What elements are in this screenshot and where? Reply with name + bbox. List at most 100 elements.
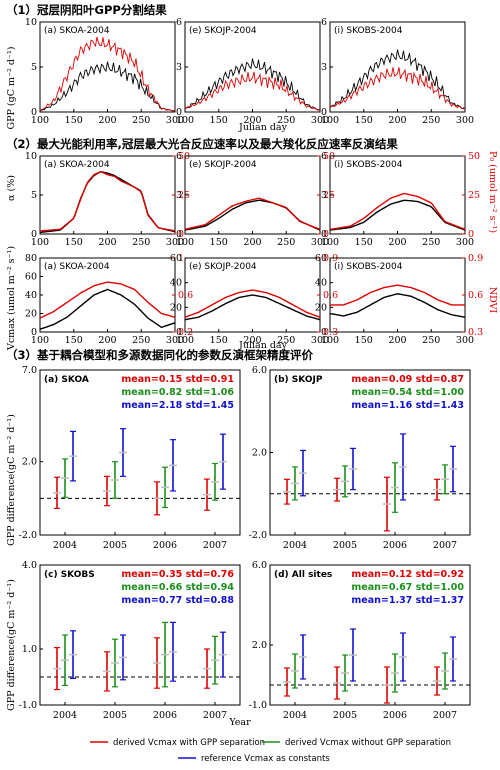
y-tick-label: 40 [25,290,37,301]
x-tick-label: 100 [31,335,49,346]
x-tick-label: 2007 [203,710,227,721]
section-1-header: （1）冠层阴阳叶GPP分割结果 [6,3,167,17]
panel-label: (e) SKOJP-2004 [189,160,257,170]
y-tick-label: 80 [25,253,37,264]
y-tick-label: 0 [31,229,37,240]
x-tick-label: 150 [355,237,373,248]
y-tick-label: 0 [31,107,37,118]
y-tick-label: 0 [176,107,182,118]
row1-ylabel: GPP (gC m⁻² d⁻¹) [6,47,17,130]
err-xlabel: Year [228,717,251,728]
x-tick-label: 250 [422,237,440,248]
legend-derived-with: derived Vcmax with GPP separation [113,738,265,748]
x-tick-label: 250 [132,115,150,126]
err-ylabel-top: GPP difference(gC m⁻² d⁻¹) [6,414,17,546]
panel-frame [269,564,471,706]
panel-label: (a) SKOA [44,375,89,385]
x-tick-label: 250 [132,335,150,346]
series-black-line [329,49,466,110]
x-tick-label: 100 [176,237,194,248]
x-tick-label: 150 [65,237,83,248]
x-tick-label: 100 [176,115,194,126]
y-right-tick-label: 0 [468,229,474,240]
x-tick-label: 2004 [283,710,307,721]
x-tick-label: 300 [311,115,329,126]
y-tick-label: 3 [176,62,182,73]
legend-reference: reference Vcmax as constants [201,754,330,764]
y-right-tick-label: 0.9 [468,253,483,264]
y-tick-label: 60 [25,272,37,283]
x-tick-label: 2007 [203,540,227,551]
x-tick-label: 2006 [383,710,407,721]
panel-label: (i) SKOBS-2004 [334,26,403,36]
stat-text: mean=0.15 std=0.91 [121,374,234,385]
y-tick-label: 20 [315,302,327,313]
errorbar-panel-2: (c) SKOBS -1.0 1.0 4.0 mean=0.35 std=0.76 mea… [19,560,241,721]
y-tick-label: 6 [321,151,327,162]
series-black-line [39,61,176,112]
y-tick-label: 7.0 [22,365,37,376]
y-tick-label: 0 [176,327,182,338]
x-tick-label: 300 [311,335,329,346]
series-black-line [184,294,321,321]
stat-text: mean=0.66 std=0.94 [121,582,234,593]
legend-derived-without: derived Vcmax without GPP separation [285,738,451,748]
x-tick-label: 2004 [53,710,77,721]
errorbar-panel-0: (a) SKOA -2.0 2.0 7.0 mean=0.15 std=0.91 mean… [19,365,241,551]
x-tick-label: 2005 [103,710,127,721]
row1-panel-2: (i) SKOBS-2004 100 150 200 250 300 0 3 6 [321,17,474,126]
y-tick-label: 6.0 [252,365,267,376]
y-tick-label: 5 [31,62,37,73]
x-tick-label: 300 [166,335,184,346]
stat-text: mean=0.82 std=1.06 [121,387,234,398]
legend: derived Vcmax with GPP separation derive… [90,738,451,764]
section-2-header: （2）最大光能利用率,冠层最大光合反应速率以及最大羧化反应速率反演结果 [6,137,398,151]
y-tick-label: 2.0 [22,457,37,468]
row1-xlabel: Julian day [238,122,288,133]
stat-text: mean=0.09 std=0.87 [351,374,464,385]
y-tick-label: 0 [321,229,327,240]
y-right-tick-label: 0 [323,229,329,240]
y-tick-label: 1.0 [22,644,37,655]
panel-label: (a) SKOA-2004 [44,160,110,170]
panel-label: (d) All sites [274,570,332,580]
x-tick-label: 200 [388,115,406,126]
x-tick-label: 100 [321,335,339,346]
y-tick-label: 4.0 [22,560,37,571]
y-tick-label: 6 [321,17,327,28]
row2-ylabel-right: P₀ (umol m⁻² s⁻¹) [487,151,498,233]
y-right-tick-label: 25 [323,190,335,201]
series-black-line [329,293,466,318]
x-tick-label: 300 [166,237,184,248]
y-tick-label: 5 [31,190,37,201]
panel-label: (a) SKOA-2004 [44,262,110,272]
panel-label: (e) SKOJP-2004 [189,26,257,36]
x-tick-label: 2005 [103,540,127,551]
x-tick-label: 150 [210,335,228,346]
x-tick-label: 2006 [383,540,407,551]
stat-text: mean=0.12 std=0.92 [351,569,464,580]
stat-text: mean=0.54 std=1.00 [351,387,464,398]
row3-panel-2: (i) SKOBS-2004 100 150 200 250 300 0 20 40 60 0.3 0… [315,253,483,346]
y-right-tick-label: 0.6 [178,290,193,301]
section-3-header: （3）基于耦合模型和多源数据同化的参数反演框架精度评价 [6,348,313,362]
series-black-line [39,288,176,330]
panel-label: (a) SKOA-2004 [44,26,110,36]
stat-text: mean=1.16 std=1.43 [351,400,464,411]
y-right-tick-label: 25 [178,190,190,201]
x-tick-label: 300 [456,335,474,346]
y-tick-label: 20 [170,302,182,313]
panel-label: (i) SKOBS-2004 [334,262,403,272]
x-tick-label: 2005 [333,710,357,721]
x-tick-label: 150 [65,115,83,126]
y-tick-label: 2.0 [252,448,267,459]
panel-frame [39,369,241,536]
series-red-line [39,281,176,319]
panel-label: (c) SKOBS [44,570,95,580]
y-tick-label: -2.0 [249,530,267,541]
